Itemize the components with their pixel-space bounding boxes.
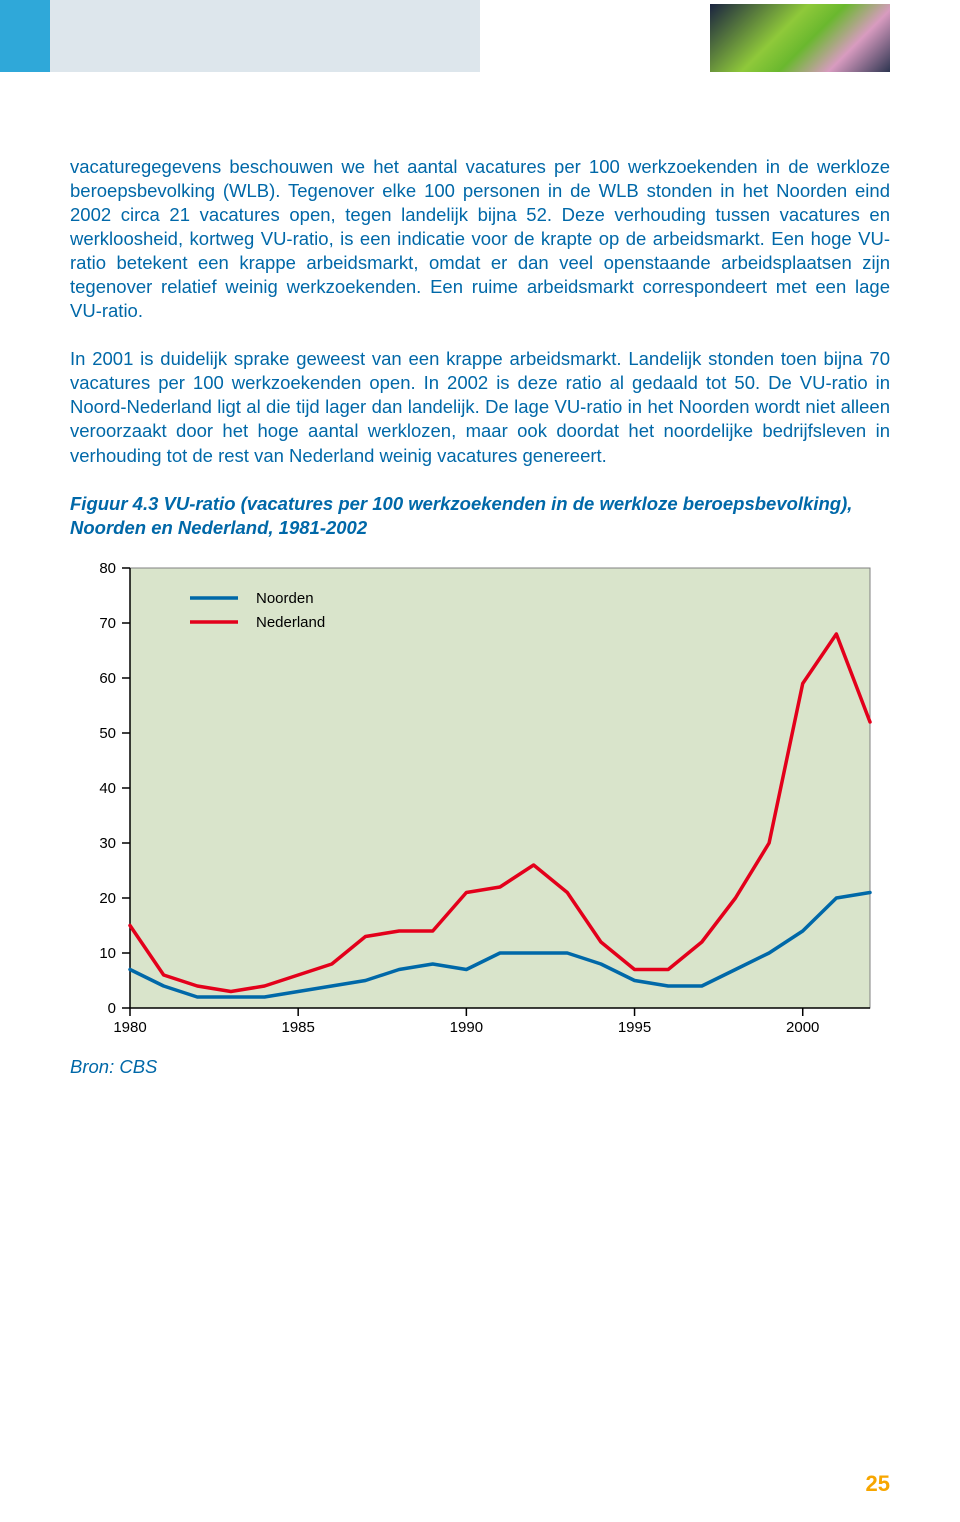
svg-text:50: 50 xyxy=(99,725,116,742)
svg-text:10: 10 xyxy=(99,945,116,962)
svg-text:60: 60 xyxy=(99,670,116,687)
svg-text:1995: 1995 xyxy=(618,1019,651,1036)
paragraph-1: vacaturegegevens beschouwen we het aanta… xyxy=(70,155,890,323)
header-map-image xyxy=(710,4,890,72)
svg-text:1980: 1980 xyxy=(113,1019,146,1036)
svg-text:0: 0 xyxy=(108,1000,116,1017)
header-accent-gray xyxy=(50,0,480,72)
header-bar xyxy=(0,0,480,72)
svg-text:20: 20 xyxy=(99,890,116,907)
chart-source: Bron: CBS xyxy=(70,1056,890,1078)
svg-text:70: 70 xyxy=(99,615,116,632)
svg-text:Noorden: Noorden xyxy=(256,590,314,607)
figure-title: Figuur 4.3 VU-ratio (vacatures per 100 w… xyxy=(70,492,890,540)
chart-svg: 0 10 20 30 40 50 60 70 80 1980 1985 1990 1995 2000 Noo… xyxy=(80,558,880,1038)
svg-text:Nederland: Nederland xyxy=(256,614,325,631)
page-number: 25 xyxy=(866,1471,890,1497)
svg-text:2000: 2000 xyxy=(786,1019,819,1036)
vu-ratio-chart: 0 10 20 30 40 50 60 70 80 1980 1985 1990 1995 2000 Noo… xyxy=(80,558,880,1038)
svg-text:1985: 1985 xyxy=(281,1019,314,1036)
svg-text:40: 40 xyxy=(99,780,116,797)
svg-text:30: 30 xyxy=(99,835,116,852)
svg-text:1990: 1990 xyxy=(450,1019,483,1036)
page-content: vacaturegegevens beschouwen we het aanta… xyxy=(70,155,890,1078)
header-accent-blue xyxy=(0,0,50,72)
svg-text:80: 80 xyxy=(99,560,116,577)
paragraph-2: In 2001 is duidelijk sprake geweest van … xyxy=(70,347,890,467)
